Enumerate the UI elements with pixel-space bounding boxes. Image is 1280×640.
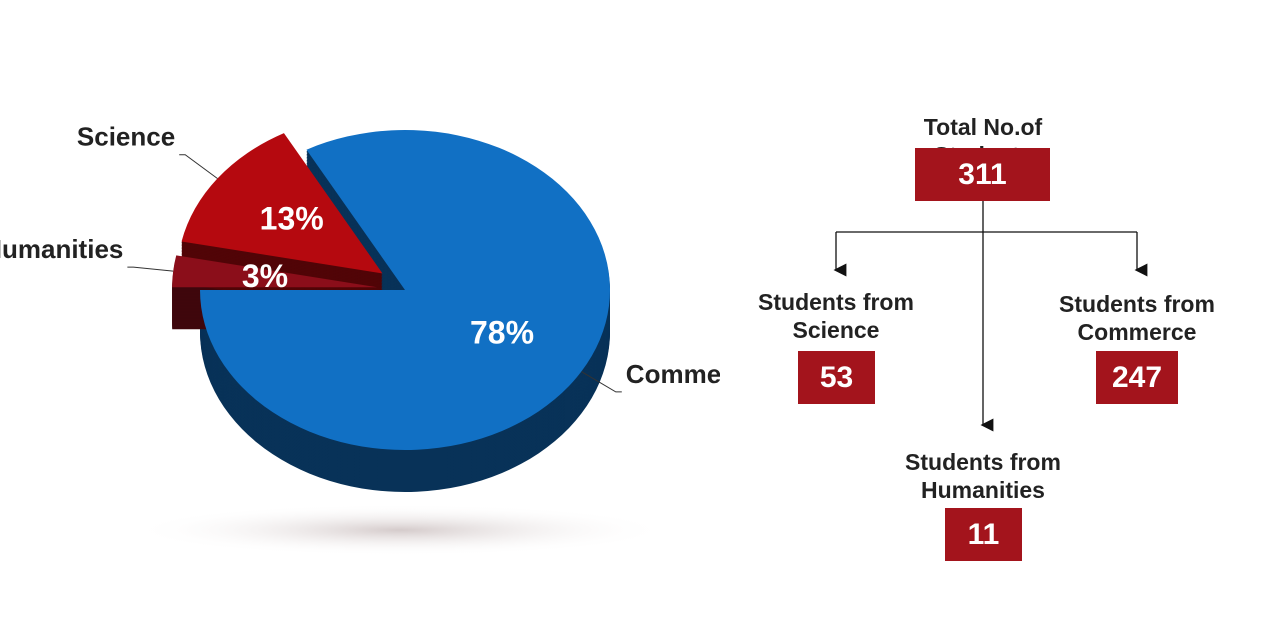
category-label: Commerce	[626, 359, 720, 389]
value-label: 13%	[260, 201, 324, 237]
node-value: 247	[1096, 351, 1178, 404]
node-label: Students from Commerce	[1059, 291, 1215, 345]
leader-line	[127, 266, 174, 272]
shadow	[130, 504, 670, 556]
pie-chart: 78% Commerce 3% Humanities 13% Science	[0, 122, 720, 556]
leader-line	[581, 371, 622, 393]
slice	[172, 255, 378, 288]
leader-line	[179, 154, 218, 179]
slice	[200, 130, 611, 451]
node-label: Students from Humanities	[905, 449, 1061, 503]
node-value: 53	[798, 351, 875, 404]
category-label: Science	[77, 122, 175, 152]
connectors	[833, 200, 1148, 432]
value-label: 78%	[470, 314, 534, 350]
node-label: Students from Science	[758, 289, 914, 343]
slice	[181, 133, 383, 274]
node-value: 11	[945, 508, 1022, 561]
value-label: 3%	[242, 258, 288, 294]
category-label: Humanities	[0, 234, 123, 264]
root-value: 311	[915, 148, 1050, 201]
